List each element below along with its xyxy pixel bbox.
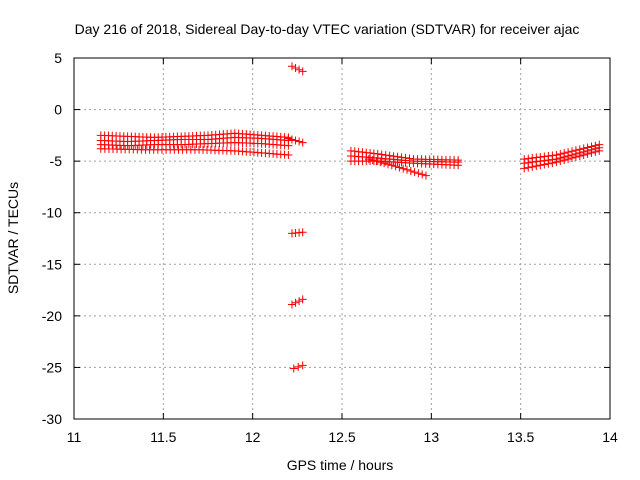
data-point <box>564 155 573 164</box>
data-point <box>387 161 396 170</box>
data-point <box>291 136 300 145</box>
series-spike-top <box>287 62 307 76</box>
x-tick-label: 11 <box>67 429 82 445</box>
data-point <box>410 168 419 177</box>
data-point <box>571 153 580 162</box>
data-point <box>591 147 600 156</box>
data-point <box>376 158 385 167</box>
data-point <box>524 163 533 172</box>
data-point <box>372 157 381 166</box>
series-band-5 <box>284 134 307 147</box>
series-spike-19 <box>287 295 307 309</box>
data-point <box>552 158 561 167</box>
data-point <box>391 162 400 171</box>
y-tick-label: 0 <box>54 102 62 118</box>
data-point <box>287 62 296 71</box>
y-tick-labels: 5 0 -5 -10 -15 -20 -25 -30 <box>42 50 62 427</box>
data-point <box>295 297 304 306</box>
x-tick-label: 13 <box>424 429 440 445</box>
data-point <box>284 150 293 159</box>
y-tick-label: -5 <box>50 153 63 169</box>
x-tick-label: 13.5 <box>507 429 534 445</box>
chart-title: Day 216 of 2018, Sidereal Day-to-day VTE… <box>75 21 580 37</box>
series-band-b3 <box>346 157 463 170</box>
data-point <box>295 137 304 146</box>
data-point <box>520 164 529 173</box>
data-point <box>284 141 293 150</box>
y-tick-label: -10 <box>42 205 62 221</box>
data-point <box>556 157 565 166</box>
data-point <box>532 162 541 171</box>
x-axis-label: GPS time / hours <box>287 457 394 473</box>
x-tick-label: 12.5 <box>328 429 355 445</box>
data-point <box>298 138 307 147</box>
data-point <box>284 134 293 143</box>
series-band-4 <box>96 144 293 159</box>
series-spike-12 <box>287 228 307 238</box>
data-point <box>402 165 411 174</box>
x-tick-label: 11.5 <box>150 429 176 445</box>
data-point <box>414 169 423 178</box>
series-spike-25 <box>289 361 307 373</box>
data-point <box>298 295 307 304</box>
data-point <box>548 158 557 167</box>
data-point <box>294 362 303 371</box>
data-point <box>560 156 569 165</box>
data-point <box>454 161 463 170</box>
data-point <box>287 135 296 144</box>
series-band-c3 <box>520 146 604 173</box>
y-tick-label: -30 <box>42 411 62 427</box>
plot-frame <box>73 57 611 420</box>
data-point <box>287 300 296 309</box>
x-tick-label: 14 <box>602 429 618 445</box>
data-point <box>364 155 373 164</box>
data-point <box>291 298 300 307</box>
data-point <box>579 150 588 159</box>
x-tick-labels: 11 11.5 12 12.5 13 13.5 14 <box>67 429 618 445</box>
data-point <box>595 146 604 155</box>
grid-layer <box>73 57 611 420</box>
data-point <box>575 151 584 160</box>
data-point <box>298 67 307 76</box>
data-point <box>540 160 549 169</box>
y-tick-label: -15 <box>42 256 62 272</box>
data-point <box>295 65 304 74</box>
data-point <box>399 164 408 173</box>
y-axis-label: SDTVAR / TECUs <box>5 182 21 294</box>
data-point <box>583 149 592 158</box>
data-point <box>368 156 377 165</box>
data-point <box>587 148 596 157</box>
series-band-b4 <box>364 155 430 180</box>
data-point <box>380 159 389 168</box>
data-point <box>395 163 404 172</box>
x-tick-label: 12 <box>245 429 261 445</box>
data-point <box>289 364 298 373</box>
data-point <box>383 160 392 169</box>
data-point <box>544 159 553 168</box>
data-point <box>298 361 307 370</box>
data-point <box>291 63 300 72</box>
data-point <box>536 161 545 170</box>
data-point <box>421 171 430 180</box>
data-marks <box>96 62 604 373</box>
data-point <box>528 162 537 171</box>
data-point <box>406 166 415 175</box>
y-tick-label: -25 <box>42 359 62 375</box>
data-point <box>298 228 307 237</box>
y-tick-label: 5 <box>54 50 62 66</box>
data-point <box>567 154 576 163</box>
data-point <box>418 170 427 179</box>
y-tick-label: -20 <box>42 308 62 324</box>
